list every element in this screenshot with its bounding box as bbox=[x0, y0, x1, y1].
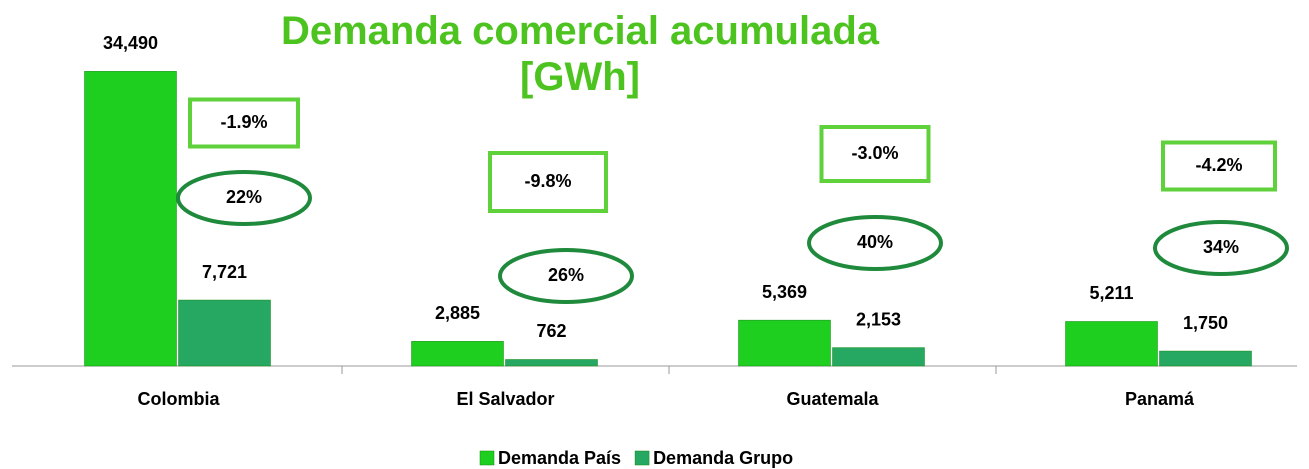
value-label: 7,721 bbox=[202, 262, 247, 282]
x-tick-label: El Salvador bbox=[456, 389, 554, 409]
growth-label: -1.9% bbox=[220, 112, 267, 132]
value-label: 5,369 bbox=[762, 282, 807, 302]
growth-box bbox=[488, 151, 608, 213]
share-label: 26% bbox=[548, 265, 584, 285]
growth-label: -3.0% bbox=[851, 143, 898, 163]
legend-swatch bbox=[479, 450, 495, 466]
growth-box bbox=[188, 97, 300, 149]
growth-box bbox=[819, 125, 931, 183]
share-ellipse bbox=[807, 215, 943, 271]
bar bbox=[411, 341, 504, 367]
share-ellipse bbox=[498, 248, 634, 304]
bar bbox=[1159, 350, 1252, 367]
bar bbox=[1065, 321, 1158, 367]
growth-label: -9.8% bbox=[524, 171, 571, 191]
x-tick-label: Colombia bbox=[137, 389, 220, 409]
bar bbox=[84, 71, 177, 367]
bar bbox=[738, 319, 831, 367]
share-ellipse bbox=[1153, 220, 1289, 276]
share-label: 34% bbox=[1203, 237, 1239, 257]
share-ellipse bbox=[176, 170, 312, 226]
value-label: 2,153 bbox=[856, 309, 901, 329]
bar bbox=[178, 299, 271, 367]
growth-box bbox=[1161, 140, 1277, 192]
x-tick-label: Guatemala bbox=[786, 389, 879, 409]
legend-label: Demanda Grupo bbox=[653, 448, 793, 468]
value-label: 2,885 bbox=[435, 303, 480, 323]
chart-title: Demanda comercial acumulada [GWh] bbox=[280, 9, 880, 99]
share-label: 40% bbox=[857, 232, 893, 252]
growth-label: -4.2% bbox=[1195, 155, 1242, 175]
value-label: 1,750 bbox=[1183, 313, 1228, 333]
bar bbox=[832, 347, 925, 367]
value-label: 34,490 bbox=[103, 33, 158, 53]
value-label: 5,211 bbox=[1089, 283, 1133, 303]
value-label: 762 bbox=[536, 321, 566, 341]
legend-swatch bbox=[634, 450, 650, 466]
bar bbox=[505, 359, 598, 367]
legend-label: Demanda País bbox=[498, 448, 621, 468]
share-label: 22% bbox=[226, 187, 262, 207]
x-tick-label: Panamá bbox=[1125, 389, 1195, 409]
